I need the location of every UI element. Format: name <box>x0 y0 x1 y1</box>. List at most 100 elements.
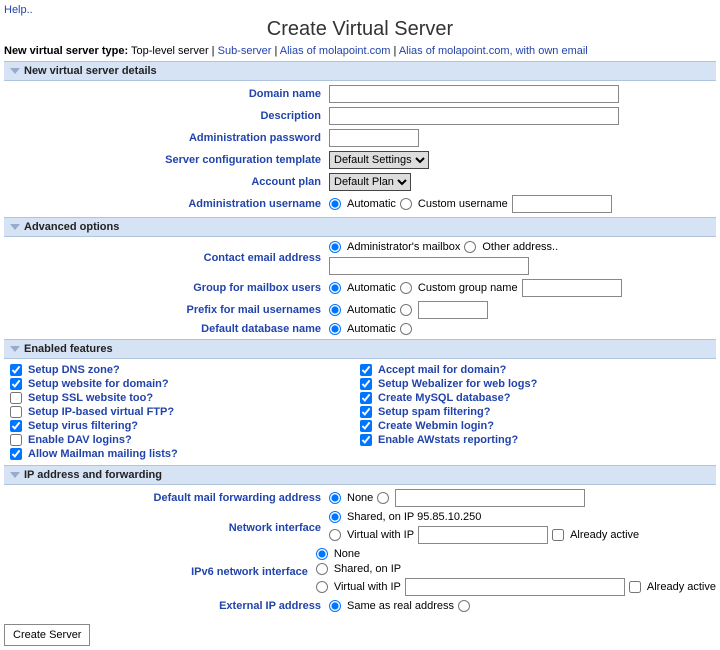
feature-link[interactable]: Allow Mailman mailing lists? <box>28 448 178 460</box>
feature-checkbox[interactable] <box>10 392 22 404</box>
chevron-down-icon <box>10 472 20 478</box>
fwd-addr-radio[interactable] <box>377 492 389 504</box>
feature-link[interactable]: Setup DNS zone? <box>28 364 120 376</box>
user-auto-radio[interactable] <box>329 198 341 210</box>
lbl-prefix: Prefix for mail usernames <box>4 304 329 316</box>
user-custom-label: Custom username <box>418 198 508 210</box>
db-other-radio[interactable] <box>400 323 412 335</box>
feature-item: Enable DAV logins? <box>10 433 360 447</box>
feature-item: Setup DNS zone? <box>10 363 360 377</box>
pwd-input[interactable] <box>329 129 419 147</box>
ipv6-virtual-input[interactable] <box>405 578 625 596</box>
feature-checkbox[interactable] <box>10 406 22 418</box>
lbl-email: Contact email address <box>4 252 329 264</box>
feature-item: Setup IP-based virtual FTP? <box>10 405 360 419</box>
lbl-user: Administration username <box>4 198 329 210</box>
type-top: Top-level server <box>131 45 209 57</box>
lbl-domain: Domain name <box>4 88 329 100</box>
feature-link[interactable]: Enable AWstats reporting? <box>378 434 518 446</box>
section-features-title: Enabled features <box>24 343 113 355</box>
feature-checkbox[interactable] <box>10 448 22 460</box>
help-link[interactable]: Help.. <box>4 4 33 16</box>
db-auto-radio[interactable] <box>329 323 341 335</box>
feature-checkbox[interactable] <box>360 434 372 446</box>
extip-other-radio[interactable] <box>458 600 470 612</box>
feature-item: Setup SSL website too? <box>10 391 360 405</box>
prefix-other-radio[interactable] <box>400 304 412 316</box>
group-custom-label: Custom group name <box>418 282 518 294</box>
feature-link[interactable]: Setup SSL website too? <box>28 392 153 404</box>
feature-link[interactable]: Setup Webalizer for web logs? <box>378 378 537 390</box>
feature-link[interactable]: Accept mail for domain? <box>378 364 506 376</box>
feature-item: Accept mail for domain? <box>360 363 710 377</box>
feature-link[interactable]: Setup spam filtering? <box>378 406 490 418</box>
section-ip-head[interactable]: IP address and forwarding <box>4 465 716 485</box>
group-custom-radio[interactable] <box>400 282 412 294</box>
feature-link[interactable]: Setup website for domain? <box>28 378 169 390</box>
group-custom-input[interactable] <box>522 279 622 297</box>
type-alias1[interactable]: Alias of molapoint.com <box>280 45 391 57</box>
plan-select[interactable]: Default Plan <box>329 173 411 191</box>
fwd-none-radio[interactable] <box>329 492 341 504</box>
netif-shared-radio[interactable] <box>329 511 341 523</box>
netif-active-label: Already active <box>570 529 639 541</box>
netif-virtual-input[interactable] <box>418 526 548 544</box>
ipv6-none-radio[interactable] <box>316 548 328 560</box>
fwd-addr-input[interactable] <box>395 489 585 507</box>
email-admin-label: Administrator's mailbox <box>347 241 460 253</box>
user-custom-input[interactable] <box>512 195 612 213</box>
desc-input[interactable] <box>329 107 619 125</box>
feature-checkbox[interactable] <box>360 392 372 404</box>
feature-checkbox[interactable] <box>360 378 372 390</box>
netif-active-check[interactable] <box>552 529 564 541</box>
section-advanced-head[interactable]: Advanced options <box>4 217 716 237</box>
feature-checkbox[interactable] <box>360 406 372 418</box>
feature-checkbox[interactable] <box>10 434 22 446</box>
feature-item: Setup website for domain? <box>10 377 360 391</box>
ipv6-shared-radio[interactable] <box>316 563 328 575</box>
extip-same-radio[interactable] <box>329 600 341 612</box>
feature-link[interactable]: Create MySQL database? <box>378 392 510 404</box>
netif-virtual-radio[interactable] <box>329 529 341 541</box>
prefix-input[interactable] <box>418 301 488 319</box>
feature-checkbox[interactable] <box>360 420 372 432</box>
feature-item: Setup spam filtering? <box>360 405 710 419</box>
feature-link[interactable]: Setup virus filtering? <box>28 420 138 432</box>
lbl-desc: Description <box>4 110 329 122</box>
ipv6-active-label: Already active <box>647 581 716 593</box>
group-auto-radio[interactable] <box>329 282 341 294</box>
feature-checkbox[interactable] <box>10 420 22 432</box>
email-admin-radio[interactable] <box>329 241 341 253</box>
ipv6-shared-label: Shared, on IP <box>334 563 401 575</box>
tmpl-select[interactable]: Default Settings <box>329 151 429 169</box>
feature-checkbox[interactable] <box>360 364 372 376</box>
email-other-label: Other address.. <box>482 241 558 253</box>
prefix-auto-label: Automatic <box>347 304 396 316</box>
chevron-down-icon <box>10 224 20 230</box>
section-features-head[interactable]: Enabled features <box>4 339 716 359</box>
page-title: Create Virtual Server <box>4 18 716 41</box>
lbl-netif: Network interface <box>4 522 329 534</box>
email-other-input[interactable] <box>329 257 529 275</box>
netif-shared-label: Shared, on IP 95.85.10.250 <box>347 511 481 523</box>
email-other-radio[interactable] <box>464 241 476 253</box>
chevron-down-icon <box>10 346 20 352</box>
ipv6-active-check[interactable] <box>629 581 641 593</box>
feature-link[interactable]: Enable DAV logins? <box>28 434 132 446</box>
section-details-head[interactable]: New virtual server details <box>4 61 716 81</box>
user-custom-radio[interactable] <box>400 198 412 210</box>
ipv6-virtual-radio[interactable] <box>316 581 328 593</box>
feature-link[interactable]: Setup IP-based virtual FTP? <box>28 406 174 418</box>
create-server-button[interactable]: Create Server <box>4 624 90 646</box>
ipv6-none-label: None <box>334 548 360 560</box>
lbl-plan: Account plan <box>4 176 329 188</box>
feature-item: Enable AWstats reporting? <box>360 433 710 447</box>
feature-checkbox[interactable] <box>10 378 22 390</box>
type-alias2[interactable]: Alias of molapoint.com, with own email <box>399 45 588 57</box>
type-sub[interactable]: Sub-server <box>218 45 272 57</box>
feature-checkbox[interactable] <box>10 364 22 376</box>
domain-input[interactable] <box>329 85 619 103</box>
feature-link[interactable]: Create Webmin login? <box>378 420 494 432</box>
feature-item: Setup virus filtering? <box>10 419 360 433</box>
prefix-auto-radio[interactable] <box>329 304 341 316</box>
